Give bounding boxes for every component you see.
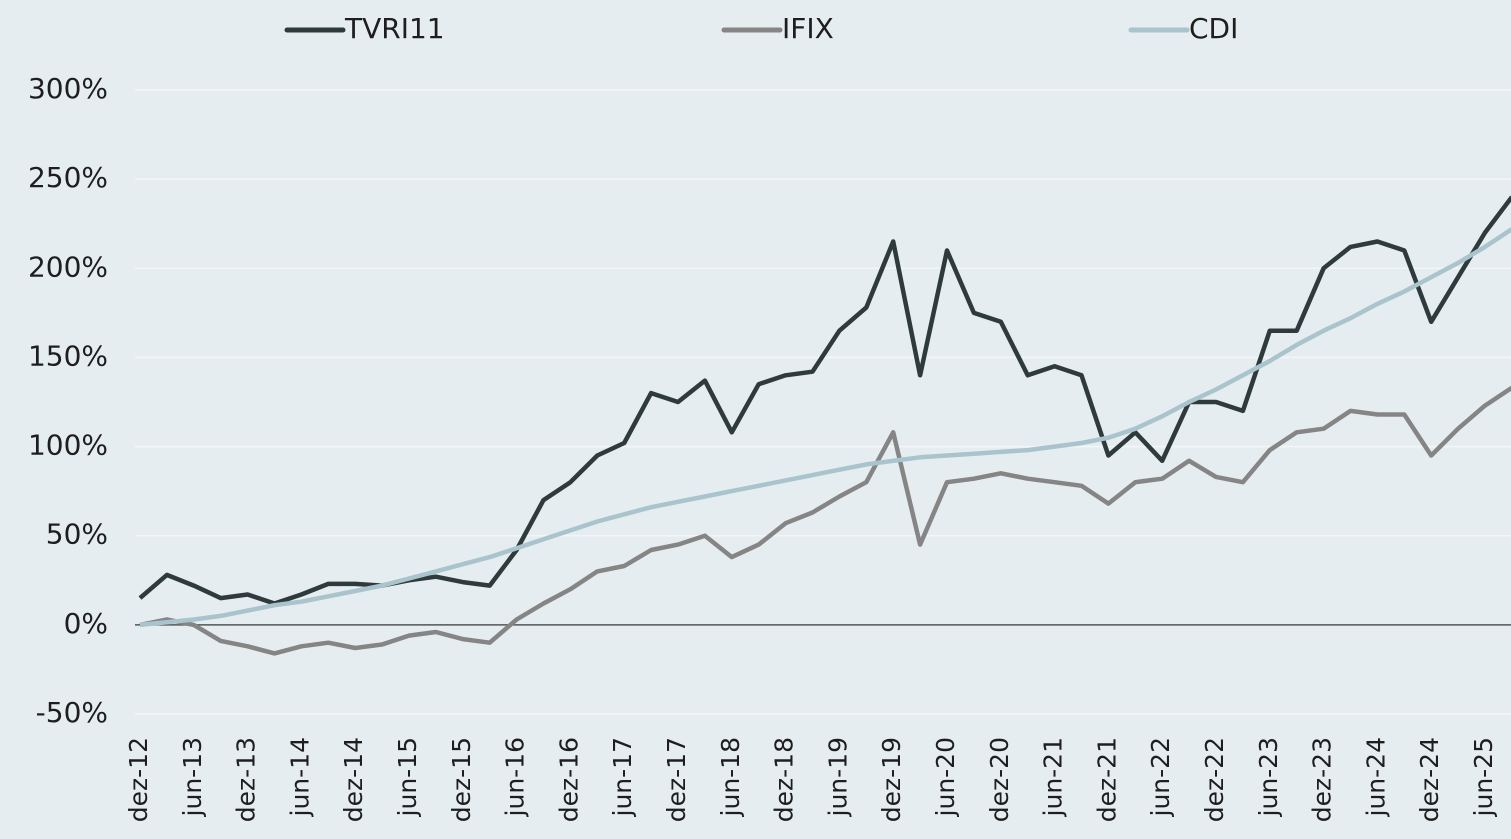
legend-label: TVRI11 [344,12,445,45]
x-tick-label: jun-13 [178,737,207,817]
x-tick-label: jun-22 [1146,737,1175,817]
x-tick-label: dez-18 [770,737,799,822]
x-tick-label: jun-17 [608,737,637,817]
x-tick-label: dez-20 [985,737,1014,822]
x-tick-label: dez-14 [339,737,368,822]
y-tick-label: 100% [28,429,108,462]
x-tick-label: jun-24 [1361,737,1390,817]
x-tick-label: jun-16 [501,737,530,817]
x-tick-label: jun-15 [393,737,422,817]
y-tick-label: -50% [36,696,108,729]
x-tick-label: jun-21 [1039,737,1068,817]
x-tick-label: jun-23 [1254,737,1283,817]
x-tick-label: jun-20 [931,737,960,817]
x-tick-label: jun-19 [823,737,852,817]
x-tick-label: dez-19 [877,737,906,822]
x-tick-label: dez-17 [662,737,691,822]
x-tick-label: dez-15 [447,737,476,822]
series-line [139,227,1511,628]
x-tick-label: dez-13 [232,737,261,822]
legend-label: IFIX [782,12,834,45]
x-tick-label: dez-21 [1092,737,1121,822]
x-tick-label: jun-18 [716,737,745,817]
y-tick-label: 250% [28,161,108,194]
x-tick-label: dez-12 [124,737,153,822]
x-tick-label: jun-14 [285,737,314,817]
y-tick-label: 150% [28,339,108,372]
series-line [138,195,1511,606]
legend-label: CDI [1189,12,1238,45]
y-tick-label: 50% [46,518,108,551]
x-tick-label: dez-16 [554,737,583,822]
y-tick-label: 200% [28,250,108,283]
series-line [139,385,1511,656]
y-tick-label: 300% [28,72,108,105]
x-tick-label: dez-22 [1200,737,1229,822]
x-tick-label: dez-23 [1308,737,1337,822]
y-tick-label: 0% [64,607,108,640]
x-tick-label: jun-25 [1469,737,1498,817]
x-tick-label: dez-24 [1415,737,1444,822]
